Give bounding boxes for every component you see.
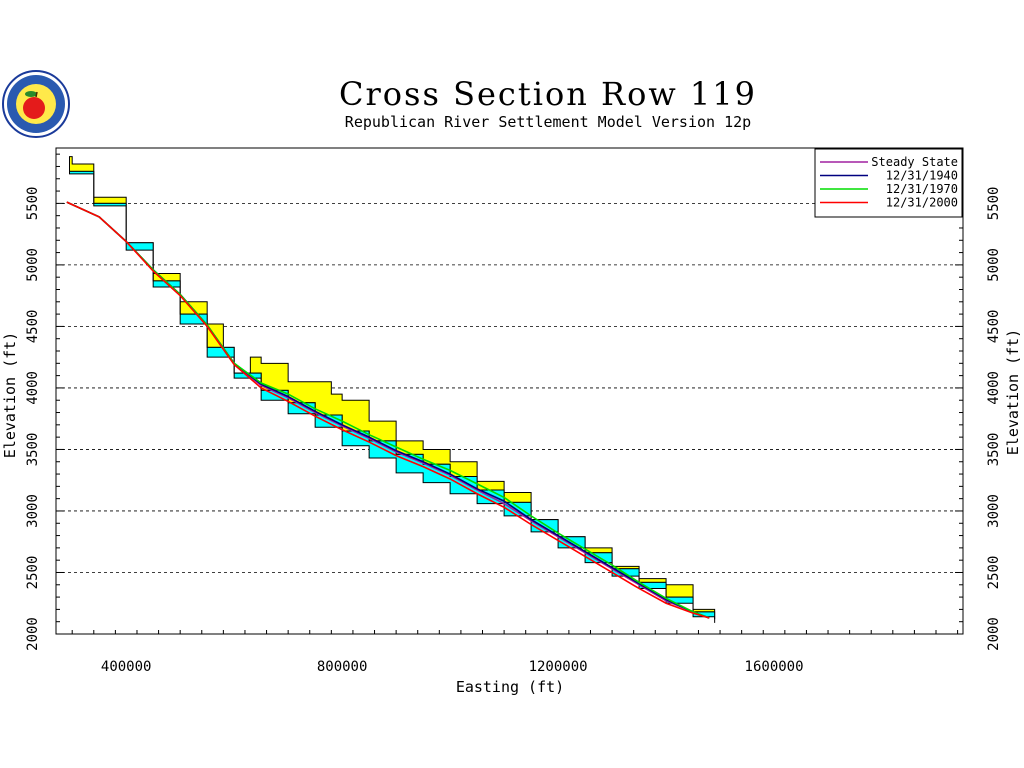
legend-label: 12/31/1970 [886,182,958,196]
legend-label: 12/31/1940 [886,169,958,183]
legend-label: 12/31/2000 [886,196,958,210]
y-tick-label-right: 5500 [986,187,1002,221]
y-axis-label-left: Elevation (ft) [1,332,19,458]
x-tick-label: 800000 [317,659,368,675]
x-tick-label: 400000 [101,659,152,675]
legend: Steady State12/31/194012/31/197012/31/20… [814,148,963,218]
x-axis-label: Easting (ft) [456,678,564,696]
seal-logo [2,70,70,138]
chart-subtitle: Republican River Settlement Model Versio… [345,113,751,131]
y-tick-label-left: 5500 [25,187,41,221]
y-tick-label-right: 3500 [986,433,1002,467]
y-tick-label-left: 2000 [25,617,41,651]
series-line-2 [66,201,710,619]
y-tick-label-right: 2500 [986,556,1002,590]
y-tick-labels-right: 2000 2500 3000 3500 4000 4500 5000 5500 [986,187,1002,651]
plot-frame [55,147,964,635]
y-tick-label-left: 3500 [25,433,41,467]
y-tick-label-right: 5000 [986,248,1002,282]
x-tick-labels: 400000 800000 1200000 1600000 [101,659,804,675]
y-tick-labels-left: 2000 2500 3000 3500 4000 4500 5000 5500 [25,187,41,651]
y-tick-label-left: 4000 [25,371,41,405]
y-axis-label-right: Elevation (ft) [1004,329,1022,455]
series-lines [66,201,710,619]
legend-label: Steady State [871,155,958,169]
y-tick-label-left: 5000 [25,248,41,282]
y-tick-label-right: 3000 [986,494,1002,528]
y-tick-label-right: 4000 [986,371,1002,405]
series-line-3 [66,201,710,619]
y-tick-label-right: 2000 [986,617,1002,651]
y-tick-label-left: 3000 [25,494,41,528]
chart-title: Cross Section Row 119 [339,75,757,113]
y-tick-label-left: 4500 [25,310,41,344]
y-tick-label-right: 4500 [986,310,1002,344]
x-tick-label: 1200000 [529,659,588,675]
y-tick-label-left: 2500 [25,556,41,590]
x-tick-label: 1600000 [745,659,804,675]
apple-icon [23,97,45,119]
